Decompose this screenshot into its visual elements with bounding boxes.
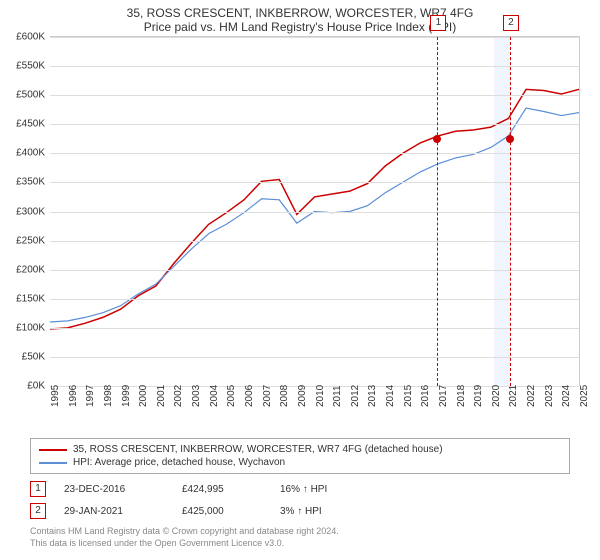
y-tick-label: £550K [0,61,45,72]
gridline-h [50,241,579,242]
y-tick-label: £50K [0,351,45,362]
x-tick-label: 2000 [138,385,149,407]
x-tick-label: 2009 [297,385,308,407]
gridline-h [50,153,579,154]
marker-vline [510,37,511,386]
legend: 35, ROSS CRESCENT, INKBERROW, WORCESTER,… [30,438,570,474]
gridline-h [50,328,579,329]
x-tick-label: 2005 [226,385,237,407]
legend-row: HPI: Average price, detached house, Wych… [39,456,561,469]
series-line-property [50,89,579,329]
x-tick-label: 2008 [279,385,290,407]
gridline-h [50,270,579,271]
y-tick-label: £250K [0,235,45,246]
x-tick-label: 2010 [315,385,326,407]
transaction-diff: 16% ↑ HPI [280,484,360,495]
table-row: 1 23-DEC-2016 £424,995 16% ↑ HPI [30,478,570,500]
y-tick-label: £200K [0,264,45,275]
legend-swatch-property [39,449,67,451]
legend-label-property: 35, ROSS CRESCENT, INKBERROW, WORCESTER,… [73,444,443,455]
gridline-h [50,66,579,67]
x-tick-label: 2003 [191,385,202,407]
x-tick-label: 2006 [244,385,255,407]
x-tick-label: 2007 [262,385,273,407]
gridline-h [50,124,579,125]
gridline-h [50,212,579,213]
marker-vline [437,37,438,386]
x-tick-label: 2012 [350,385,361,407]
chart-area: £0K£50K£100K£150K£200K£250K£300K£350K£40… [50,36,580,406]
gridline-h [50,182,579,183]
series-line-hpi [50,108,579,322]
legend-row: 35, ROSS CRESCENT, INKBERROW, WORCESTER,… [39,443,561,456]
y-tick-label: £100K [0,322,45,333]
footer-attribution: Contains HM Land Registry data © Crown c… [30,526,570,549]
gridline-h [50,299,579,300]
gridline-h [50,357,579,358]
y-tick-label: £500K [0,90,45,101]
x-tick-label: 2001 [156,385,167,407]
transaction-date: 29-JAN-2021 [64,506,164,517]
marker-label: 1 [430,15,446,31]
footer-line1: Contains HM Land Registry data © Crown c… [30,526,570,538]
x-tick-label: 2022 [526,385,537,407]
x-tick-label: 2019 [473,385,484,407]
marker-label: 2 [503,15,519,31]
x-tick-label: 2015 [403,385,414,407]
transaction-diff: 3% ↑ HPI [280,506,360,517]
x-tick-label: 1995 [50,385,61,407]
y-tick-label: £350K [0,177,45,188]
x-tick-label: 1996 [68,385,79,407]
x-tick-label: 2014 [385,385,396,407]
gridline-h [50,37,579,38]
transaction-index: 1 [30,481,46,497]
gridline-h [50,95,579,96]
x-tick-label: 2023 [544,385,555,407]
x-tick-label: 2025 [579,385,590,407]
x-tick-label: 2017 [438,385,449,407]
y-tick-label: £150K [0,293,45,304]
marker-dot [506,135,514,143]
x-tick-label: 1997 [85,385,96,407]
x-tick-label: 2021 [508,385,519,407]
x-tick-label: 2011 [332,385,343,407]
x-tick-label: 2016 [420,385,431,407]
x-tick-label: 2002 [173,385,184,407]
marker-dot [433,135,441,143]
x-tick-label: 1999 [121,385,132,407]
transaction-date: 23-DEC-2016 [64,484,164,495]
plot-region: £0K£50K£100K£150K£200K£250K£300K£350K£40… [50,36,580,386]
transaction-price: £424,995 [182,484,262,495]
transactions-table: 1 23-DEC-2016 £424,995 16% ↑ HPI 2 29-JA… [30,478,570,522]
legend-swatch-hpi [39,462,67,464]
x-tick-label: 2020 [491,385,502,407]
x-tick-label: 2004 [209,385,220,407]
chart-container: 35, ROSS CRESCENT, INKBERROW, WORCESTER,… [0,0,600,560]
legend-label-hpi: HPI: Average price, detached house, Wych… [73,457,285,468]
y-tick-label: £0K [0,381,45,392]
x-tick-label: 2024 [561,385,572,407]
transaction-price: £425,000 [182,506,262,517]
x-tick-label: 2018 [456,385,467,407]
y-tick-label: £300K [0,206,45,217]
x-tick-label: 2013 [367,385,378,407]
transaction-index: 2 [30,503,46,519]
y-tick-label: £450K [0,119,45,130]
x-tick-label: 1998 [103,385,114,407]
y-tick-label: £400K [0,148,45,159]
footer-line2: This data is licensed under the Open Gov… [30,538,570,550]
y-tick-label: £600K [0,32,45,43]
table-row: 2 29-JAN-2021 £425,000 3% ↑ HPI [30,500,570,522]
